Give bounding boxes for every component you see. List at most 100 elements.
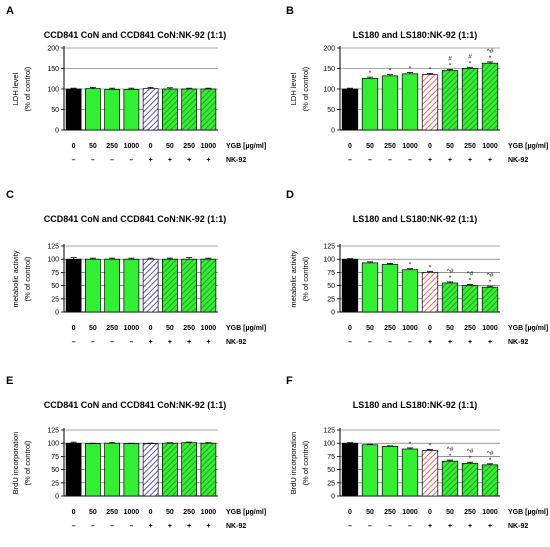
x-nk-label: – [129, 523, 133, 530]
y-axis-label: BrdU incorporation [11, 432, 20, 495]
panel-d: D LS180 and LS180:NK-92 (1:1) metabolic ac… [286, 189, 548, 346]
x-tick-label: 50 [166, 325, 174, 332]
bar [200, 88, 217, 131]
bar [104, 442, 120, 497]
x-nk-label: – [110, 523, 114, 530]
x-tick-label: 250 [183, 325, 195, 332]
bar [341, 88, 359, 131]
panel-letter: E [6, 375, 13, 387]
panel-letter: B [286, 5, 294, 17]
x-tick-label: 0 [72, 509, 76, 516]
x-tick-label: 250 [106, 143, 118, 150]
x-tick-label: 1000 [201, 143, 217, 150]
x-nk-label: + [488, 523, 492, 530]
x-nk-label: + [448, 339, 452, 346]
x-tick-label: 50 [366, 509, 374, 516]
x-nk-label: – [91, 339, 95, 346]
x-tick-label: 50 [89, 325, 97, 332]
y-tick-label: 100 [323, 441, 335, 448]
bar [181, 258, 197, 313]
ygb-row-label: YGB [µg/ml] [226, 143, 266, 150]
x-tick-label: 0 [428, 325, 432, 332]
x-nk-label: + [428, 157, 432, 164]
significance-label: ^# [447, 446, 454, 453]
nk-row-label: NK-92 [508, 339, 528, 346]
bar [341, 258, 359, 313]
panel-letter: D [286, 189, 294, 201]
x-nk-label: – [348, 339, 352, 346]
chart-title: CCD841 CoN and CCD841 CoN:NK-92 (1:1) [44, 214, 227, 224]
chart-title: CCD841 CoN and CCD841 CoN:NK-92 (1:1) [44, 30, 227, 40]
y-axis-label: LDH level [289, 72, 298, 105]
y-axis-label-unit: (% of control) [23, 256, 32, 301]
x-tick-label: 1000 [402, 509, 418, 516]
bar [361, 77, 379, 131]
y-axis-label: BrdU incorporation [289, 432, 298, 495]
panel-letter: C [6, 189, 14, 201]
x-nk-label: – [408, 339, 412, 346]
x-tick-label: 1000 [201, 325, 217, 332]
x-nk-label: + [168, 523, 172, 530]
bar [401, 448, 419, 497]
bar [481, 62, 499, 131]
y-tick-label: 50 [51, 107, 59, 114]
y-tick-label: 0 [331, 310, 335, 317]
x-tick-label: 0 [72, 325, 76, 332]
significance-label: * [449, 453, 452, 460]
bar [123, 443, 140, 497]
x-nk-label: + [206, 339, 210, 346]
bar [461, 462, 479, 497]
y-tick-label: 25 [51, 296, 59, 303]
y-tick-label: 50 [327, 107, 335, 114]
significance-label: ^# [467, 448, 474, 455]
x-nk-label: – [91, 157, 95, 164]
significance-label: ^# [487, 450, 494, 457]
significance-label: * [409, 441, 412, 448]
x-nk-label: – [110, 339, 114, 346]
x-nk-label: + [428, 339, 432, 346]
y-tick-label: 50 [51, 467, 59, 474]
x-tick-label: 250 [464, 509, 476, 516]
bar [401, 269, 419, 313]
x-nk-label: + [468, 157, 472, 164]
significance-label: * [469, 455, 472, 462]
y-tick-label: 75 [327, 454, 335, 461]
significance-label: * [489, 457, 492, 464]
bar [361, 444, 379, 497]
x-tick-label: 0 [72, 143, 76, 150]
x-nk-label: – [388, 157, 392, 164]
bar [421, 272, 439, 313]
chart-title: CCD841 CoN and CCD841 CoN:NK-92 (1:1) [44, 400, 227, 410]
panel-letter: F [286, 375, 293, 387]
significance-label: * [429, 66, 432, 73]
x-tick-label: 250 [384, 509, 396, 516]
x-nk-label: + [149, 339, 153, 346]
panel-letter: A [6, 5, 14, 17]
significance-label: * [469, 60, 472, 67]
significance-label: * [429, 443, 432, 450]
x-tick-label: 1000 [402, 143, 418, 150]
x-tick-label: 1000 [482, 325, 498, 332]
nk-row-label: NK-92 [226, 157, 246, 164]
significance-label: * [409, 66, 412, 73]
bar [381, 446, 399, 497]
y-tick-label: 150 [323, 66, 335, 73]
y-axis-label-unit: (% of control) [301, 256, 310, 301]
x-nk-label: + [187, 157, 191, 164]
panel-f: F LS180 and LS180:NK-92 (1:1) BrdU incorpo… [286, 375, 548, 530]
bar [200, 258, 217, 313]
y-axis-label-unit: (% of control) [23, 440, 32, 485]
x-tick-label: 50 [446, 325, 454, 332]
x-nk-label: + [206, 523, 210, 530]
x-nk-label: + [187, 339, 191, 346]
y-axis-label: LDH level [11, 72, 20, 105]
x-tick-label: 250 [106, 509, 118, 516]
bar [162, 442, 178, 497]
x-tick-label: 1000 [124, 509, 140, 516]
x-tick-label: 1000 [124, 143, 140, 150]
significance-label: ^# [487, 48, 494, 55]
x-tick-label: 250 [106, 325, 118, 332]
significance-label: * [429, 264, 432, 271]
bar [162, 258, 178, 313]
